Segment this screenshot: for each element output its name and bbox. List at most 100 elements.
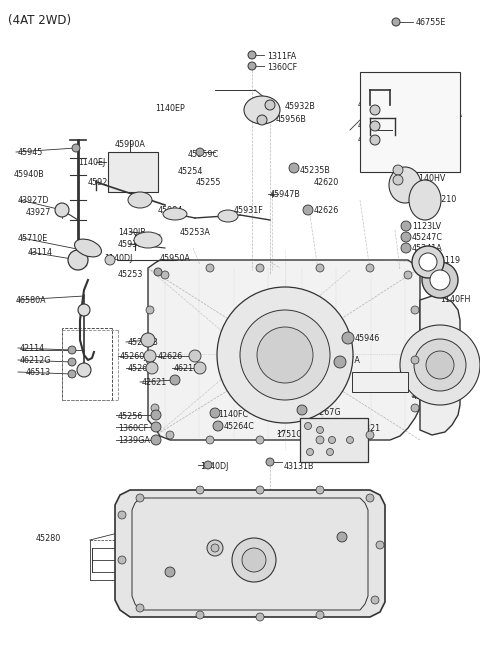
Text: 42626: 42626 bbox=[314, 206, 339, 215]
Circle shape bbox=[266, 458, 274, 466]
Circle shape bbox=[248, 51, 256, 59]
Circle shape bbox=[207, 540, 223, 556]
Circle shape bbox=[256, 486, 264, 494]
Circle shape bbox=[393, 165, 403, 175]
Text: 46580A: 46580A bbox=[16, 296, 47, 305]
Text: 45227: 45227 bbox=[356, 536, 382, 545]
Text: 1430JB: 1430JB bbox=[118, 228, 146, 237]
Text: 45260J: 45260J bbox=[120, 352, 147, 361]
Circle shape bbox=[151, 410, 161, 420]
Ellipse shape bbox=[389, 167, 421, 203]
Text: 45247C: 45247C bbox=[412, 233, 443, 242]
Circle shape bbox=[411, 356, 419, 364]
Ellipse shape bbox=[128, 192, 152, 208]
Bar bbox=[300, 418, 368, 462]
Polygon shape bbox=[115, 490, 385, 617]
Circle shape bbox=[371, 596, 379, 604]
Circle shape bbox=[316, 264, 324, 272]
Text: 43131B: 43131B bbox=[284, 462, 314, 471]
Ellipse shape bbox=[244, 96, 280, 124]
Text: 43927D: 43927D bbox=[18, 196, 49, 205]
Circle shape bbox=[105, 255, 115, 265]
Text: 45254: 45254 bbox=[178, 167, 204, 176]
Circle shape bbox=[404, 271, 412, 279]
Circle shape bbox=[430, 270, 450, 290]
Text: 43929: 43929 bbox=[374, 85, 399, 94]
Circle shape bbox=[68, 346, 76, 354]
Circle shape bbox=[414, 339, 466, 391]
Circle shape bbox=[146, 362, 158, 374]
Text: 45324: 45324 bbox=[138, 572, 163, 581]
Circle shape bbox=[401, 232, 411, 242]
Circle shape bbox=[366, 264, 374, 272]
Circle shape bbox=[400, 325, 480, 405]
Circle shape bbox=[146, 306, 154, 314]
Text: 45262B: 45262B bbox=[128, 338, 159, 347]
Text: 1140DJ: 1140DJ bbox=[104, 254, 132, 263]
Text: 45946: 45946 bbox=[355, 334, 380, 343]
Circle shape bbox=[204, 461, 212, 469]
Circle shape bbox=[68, 250, 88, 270]
Circle shape bbox=[165, 567, 175, 577]
Circle shape bbox=[426, 351, 454, 379]
Text: 43119: 43119 bbox=[436, 256, 461, 265]
Circle shape bbox=[370, 105, 380, 115]
Text: 42620: 42620 bbox=[314, 178, 339, 187]
Text: 42626: 42626 bbox=[158, 352, 183, 361]
Text: 45950A: 45950A bbox=[160, 254, 191, 263]
Circle shape bbox=[196, 486, 204, 494]
Text: 43927: 43927 bbox=[26, 208, 51, 217]
Circle shape bbox=[401, 221, 411, 231]
Text: 45956B: 45956B bbox=[276, 115, 307, 124]
Text: 45931F: 45931F bbox=[234, 206, 264, 215]
Text: 45984: 45984 bbox=[158, 206, 183, 215]
Text: 45932B: 45932B bbox=[285, 102, 316, 111]
Circle shape bbox=[411, 404, 419, 412]
Text: 1601DA: 1601DA bbox=[358, 378, 389, 387]
Text: 43838: 43838 bbox=[358, 135, 383, 144]
Text: 1311FA: 1311FA bbox=[267, 52, 296, 61]
Circle shape bbox=[161, 271, 169, 279]
Circle shape bbox=[257, 327, 313, 383]
Circle shape bbox=[370, 121, 380, 131]
Circle shape bbox=[316, 611, 324, 619]
Polygon shape bbox=[420, 296, 460, 435]
Text: 45959C: 45959C bbox=[188, 150, 219, 159]
Text: 45241A: 45241A bbox=[412, 244, 443, 253]
Text: 42114: 42114 bbox=[20, 344, 45, 353]
Text: 45920B: 45920B bbox=[88, 178, 119, 187]
Circle shape bbox=[419, 253, 437, 271]
Text: 1140FH: 1140FH bbox=[440, 295, 470, 304]
Text: 45940B: 45940B bbox=[14, 170, 45, 179]
Text: 1140EJ: 1140EJ bbox=[78, 158, 105, 167]
Circle shape bbox=[78, 304, 90, 316]
Bar bbox=[108, 152, 158, 192]
Circle shape bbox=[211, 544, 219, 552]
Circle shape bbox=[412, 246, 444, 278]
Circle shape bbox=[334, 356, 346, 368]
Text: 46755E: 46755E bbox=[416, 18, 446, 27]
Circle shape bbox=[189, 350, 201, 362]
Circle shape bbox=[256, 264, 264, 272]
Circle shape bbox=[141, 333, 155, 347]
Text: 45267A: 45267A bbox=[330, 356, 361, 365]
Circle shape bbox=[392, 18, 400, 26]
Text: 45267G: 45267G bbox=[310, 408, 342, 417]
Text: 1123MD: 1123MD bbox=[414, 163, 447, 172]
Circle shape bbox=[347, 436, 353, 444]
Text: 45253A: 45253A bbox=[180, 228, 211, 237]
Circle shape bbox=[55, 203, 69, 217]
Polygon shape bbox=[148, 260, 420, 440]
Circle shape bbox=[256, 436, 264, 444]
Circle shape bbox=[370, 135, 380, 145]
Text: 45957A: 45957A bbox=[432, 110, 463, 119]
Circle shape bbox=[328, 436, 336, 444]
Ellipse shape bbox=[74, 239, 101, 257]
Circle shape bbox=[206, 436, 214, 444]
Circle shape bbox=[366, 494, 374, 502]
Circle shape bbox=[118, 511, 126, 519]
Circle shape bbox=[136, 494, 144, 502]
Text: 45260: 45260 bbox=[128, 364, 153, 373]
Text: 45990A: 45990A bbox=[115, 140, 146, 149]
Circle shape bbox=[366, 431, 374, 439]
